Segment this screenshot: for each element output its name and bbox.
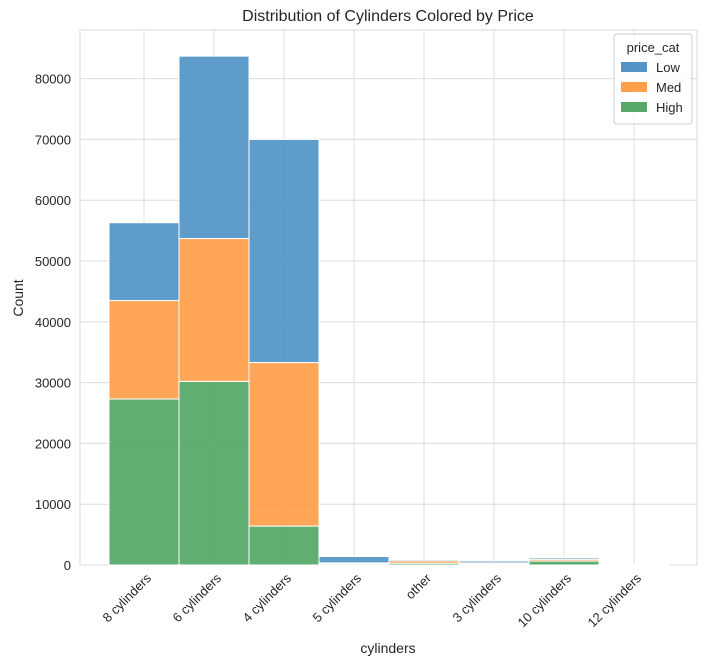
y-tick-label: 20000 <box>35 436 71 451</box>
y-tick-label: 0 <box>64 558 71 573</box>
chart-title: Distribution of Cylinders Colored by Pri… <box>242 8 534 25</box>
y-tick-label: 30000 <box>35 376 71 391</box>
x-axis-label: cylinders <box>360 640 415 656</box>
bar-low-10-cylinders <box>529 558 599 560</box>
legend-label-high: High <box>656 100 683 115</box>
y-tick-labels: 0 10000 20000 30000 40000 50000 60000 70000 8000… <box>35 72 71 573</box>
x-tick-label: 8 cylinders <box>100 570 155 625</box>
x-tick-label: 4 cylinders <box>240 570 295 625</box>
bar-low-6-cylinders <box>179 56 249 238</box>
x-tick-labels: 8 cylinders 6 cylinders 4 cylinders 5 cylin… <box>100 570 645 630</box>
x-tick-label: 6 cylinders <box>170 570 225 625</box>
x-tick-label: 12 cylinders <box>584 570 644 630</box>
y-tick-label: 40000 <box>35 315 71 330</box>
y-tick-label: 70000 <box>35 132 71 147</box>
legend-swatch-low <box>621 62 647 72</box>
bar-high-8-cylinders <box>109 399 179 565</box>
bar-high-4-cylinders <box>249 526 319 565</box>
bar-med-4-cylinders <box>249 363 319 527</box>
x-tick-label: 10 cylinders <box>514 570 574 630</box>
x-tick-label: other <box>403 570 435 602</box>
bar-med-6-cylinders <box>179 239 249 382</box>
bar-low-other <box>389 560 459 561</box>
x-tick-label: 5 cylinders <box>310 570 365 625</box>
bar-med-8-cylinders <box>109 301 179 399</box>
y-axis-label: Count <box>10 279 26 316</box>
bar-low-3-cylinders <box>459 561 529 563</box>
y-tick-label: 60000 <box>35 193 71 208</box>
bar-low-8-cylinders <box>109 223 179 301</box>
y-tick-label: 80000 <box>35 72 71 87</box>
legend-label-low: Low <box>656 60 680 75</box>
y-tick-label: 50000 <box>35 254 71 269</box>
legend-swatch-med <box>621 82 647 92</box>
legend-title: price_cat <box>627 40 680 55</box>
bar-low-4-cylinders <box>249 139 319 362</box>
legend-label-med: Med <box>656 80 681 95</box>
bar-high-10-cylinders <box>529 561 599 565</box>
legend-swatch-high <box>621 102 647 112</box>
bar-high-6-cylinders <box>179 381 249 565</box>
y-tick-label: 10000 <box>35 497 71 512</box>
legend: price_cat Low Med High <box>614 34 692 124</box>
bar-low-5-cylinders <box>319 556 389 562</box>
x-tick-label: 3 cylinders <box>450 570 505 625</box>
